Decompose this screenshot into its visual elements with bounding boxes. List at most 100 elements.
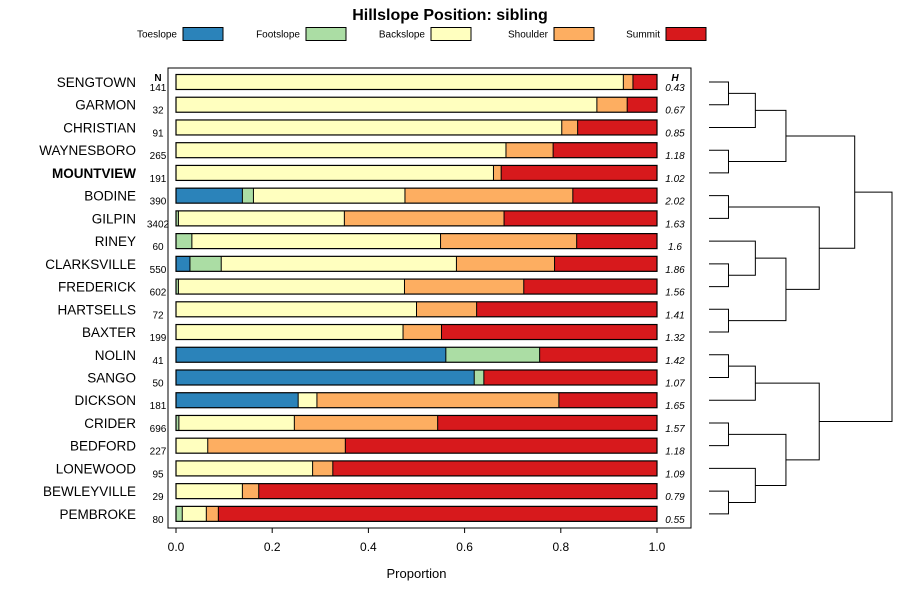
h-value-christian: 0.85 xyxy=(665,128,685,139)
n-value-gilpin: 3402 xyxy=(147,219,170,230)
bar-outline-bewleyville xyxy=(175,483,658,500)
dendrogram xyxy=(709,81,893,515)
bar-segment-clarksville-shoulder xyxy=(456,256,555,272)
n-value-hartsells: 72 xyxy=(152,310,164,321)
bar-segment-nolin-summit xyxy=(539,347,657,363)
h-value-crider: 1.57 xyxy=(665,424,685,435)
bar-outline-frederick xyxy=(175,278,658,295)
bar-segment-frederick-summit xyxy=(523,279,657,295)
row-label-bodine: BODINE xyxy=(84,189,136,204)
bar-segment-waynesboro-summit xyxy=(553,142,657,158)
dendrogram-merge-14 xyxy=(709,422,729,447)
bar-segment-dickson-shoulder xyxy=(316,392,559,408)
bar-outline-christian xyxy=(175,119,658,136)
row-label-baxter: BAXTER xyxy=(82,325,136,340)
h-value-bewleyville: 0.79 xyxy=(665,492,685,503)
bar-segment-hartsells-summit xyxy=(476,301,657,317)
chart-title: Hillslope Position: sibling xyxy=(352,7,548,24)
n-value-christian: 91 xyxy=(152,128,164,139)
bar-segment-pembroke-summit xyxy=(218,506,657,522)
bar-segment-clarksville-toeslope xyxy=(176,256,190,272)
bar-segment-lonewood-backslope xyxy=(176,460,313,476)
row-label-hartsells: HARTSELLS xyxy=(57,302,136,317)
bar-segment-pembroke-shoulder xyxy=(206,506,219,522)
bar-segment-mountview-shoulder xyxy=(493,165,502,181)
bar-outline-crider xyxy=(175,414,658,432)
bar-segment-clarksville-summit xyxy=(554,256,657,272)
bar-outline-bedford xyxy=(175,437,658,454)
x-tick-label-0-0: 0.0 xyxy=(168,540,185,554)
bar-outline-lonewood xyxy=(175,460,658,477)
bar-segment-sengtown-summit xyxy=(632,74,657,90)
bar-segment-crider-footslope xyxy=(176,415,179,431)
bar-segment-waynesboro-backslope xyxy=(176,142,506,158)
legend: Toeslope Footslope Backslope Shoulder Summit xyxy=(137,27,707,41)
bar-segment-hartsells-backslope xyxy=(176,301,417,317)
n-value-dickson: 181 xyxy=(150,401,167,412)
n-value-clarksville: 550 xyxy=(150,265,167,276)
legend-label-shoulder: Shoulder xyxy=(508,30,549,41)
bar-segment-lonewood-shoulder xyxy=(312,460,333,476)
h-value-gilpin: 1.63 xyxy=(665,219,685,230)
bar-segment-gilpin-footslope xyxy=(176,210,179,226)
x-tick-label-0-4: 0.4 xyxy=(360,540,377,554)
bar-segment-clarksville-backslope xyxy=(221,256,457,272)
x-tick-label-0-2: 0.2 xyxy=(264,540,281,554)
bar-segment-bodine-footslope xyxy=(242,188,254,204)
row-label-gilpin: GILPIN xyxy=(92,211,136,226)
n-value-crider: 696 xyxy=(150,424,167,435)
bar-segment-baxter-summit xyxy=(441,324,657,340)
row-label-dickson: DICKSON xyxy=(74,393,136,408)
bar-segment-waynesboro-shoulder xyxy=(505,142,554,158)
h-value-sango: 1.07 xyxy=(665,378,685,389)
bar-segment-frederick-shoulder xyxy=(404,279,524,295)
row-label-riney: RINEY xyxy=(95,234,136,249)
bar-outline-riney xyxy=(175,233,658,250)
bar-outline-bodine xyxy=(175,187,658,204)
dendrogram-merge-2 xyxy=(709,92,756,128)
h-value-sengtown: 0.43 xyxy=(665,83,685,94)
bar-segment-bedford-shoulder xyxy=(207,438,346,454)
bar-segment-gilpin-shoulder xyxy=(344,210,505,226)
n-value-sango: 50 xyxy=(152,378,164,389)
h-column-header: H xyxy=(671,73,679,84)
n-value-waynesboro: 265 xyxy=(150,151,167,162)
bar-outline-hartsells xyxy=(175,301,658,318)
bar-segment-lonewood-summit xyxy=(332,460,657,476)
bar-segment-bodine-backslope xyxy=(253,188,405,204)
dendrogram-merge-17 xyxy=(728,433,787,486)
h-value-frederick: 1.56 xyxy=(665,288,685,299)
h-value-waynesboro: 1.18 xyxy=(665,151,685,162)
row-label-garmon: GARMON xyxy=(75,98,136,113)
legend-swatch-summit xyxy=(665,27,707,41)
h-value-bedford: 1.18 xyxy=(665,447,685,458)
n-value-bedford: 227 xyxy=(150,447,167,458)
dendrogram-merge-1 xyxy=(709,81,729,106)
bar-segment-christian-backslope xyxy=(176,119,562,135)
dendrogram-merge-13 xyxy=(709,365,756,401)
x-axis-title: Proportion xyxy=(387,566,447,581)
dendrogram-merge-6 xyxy=(709,263,729,288)
bar-segment-bedford-backslope xyxy=(176,438,208,454)
bar-segment-christian-summit xyxy=(577,119,657,135)
bar-segment-riney-summit xyxy=(576,233,657,249)
h-value-dickson: 1.65 xyxy=(665,401,685,412)
n-value-bewleyville: 29 xyxy=(152,492,164,503)
dendrogram-merge-3 xyxy=(709,149,729,174)
bar-segment-bedford-summit xyxy=(345,438,657,454)
bar-segment-riney-shoulder xyxy=(440,233,577,249)
row-label-pembroke: PEMBROKE xyxy=(59,507,136,522)
n-value-mountview: 191 xyxy=(150,174,167,185)
bar-segment-gilpin-backslope xyxy=(178,210,345,226)
h-value-baxter: 1.32 xyxy=(665,333,685,344)
bar-outline-garmon xyxy=(175,96,658,113)
x-tick-label-0-8: 0.8 xyxy=(552,540,569,554)
dendrogram-merge-7 xyxy=(709,240,756,276)
x-axis: 0.0 0.2 0.4 0.6 0.8 1.0 xyxy=(168,528,666,554)
legend-label-toeslope: Toeslope xyxy=(137,30,177,41)
bar-segment-bodine-summit xyxy=(572,188,657,204)
bar-segment-dickson-summit xyxy=(558,392,657,408)
legend-swatch-backslope xyxy=(430,27,472,41)
dendrogram-merge-15 xyxy=(709,490,729,515)
